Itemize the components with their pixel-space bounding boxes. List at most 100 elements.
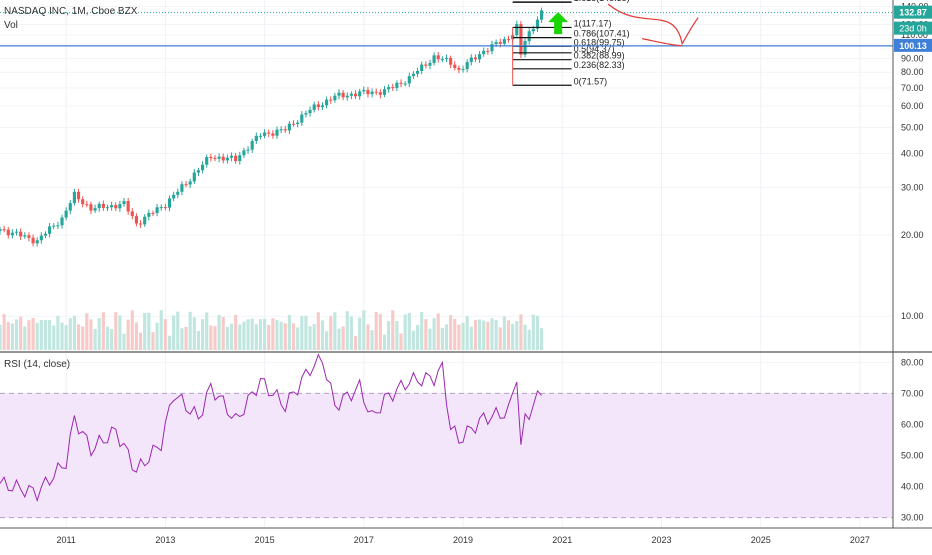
candle-body: [494, 42, 498, 45]
candle-body: [341, 92, 345, 98]
rsi-tick-label: 40.00: [901, 482, 924, 492]
fib-level-label: 0.786(107.41): [574, 29, 630, 39]
time-tick-label: 2017: [354, 535, 374, 545]
volume-bar: [478, 319, 482, 350]
candle-body: [453, 64, 457, 68]
volume-bar: [382, 334, 387, 350]
volume-bar: [428, 328, 432, 350]
candle-body: [271, 133, 275, 136]
candle-body: [60, 217, 64, 226]
volume-bar: [378, 313, 382, 350]
candle-body: [329, 99, 333, 101]
candle-layer[interactable]: [0, 7, 544, 247]
price-tick-label: 110.00: [901, 30, 928, 40]
candle-body: [130, 211, 134, 217]
candle-body: [19, 231, 23, 237]
volume-bar: [337, 328, 341, 350]
volume-bar: [296, 327, 300, 350]
volume-bar: [180, 328, 184, 350]
horizontal-line-layer[interactable]: [0, 12, 893, 47]
time-tick-label: 2023: [651, 535, 671, 545]
candle-body: [378, 92, 382, 95]
candle-body: [478, 54, 482, 60]
volume-bar: [147, 312, 151, 350]
volume-bar: [110, 328, 114, 350]
candle-body: [300, 114, 304, 123]
candle-body: [242, 150, 246, 156]
candle-body: [490, 44, 494, 52]
annotation-layer[interactable]: [548, 3, 699, 47]
rsi-tick-label: 30.00: [901, 513, 924, 523]
candle-body: [345, 95, 349, 98]
candle-body: [387, 87, 391, 90]
price-tick-label: 40.00: [901, 149, 924, 159]
candle-body: [316, 104, 320, 108]
volume-bar: [465, 316, 469, 350]
candle-body: [167, 198, 172, 208]
fib-level-label: 1.618(145.35): [574, 0, 630, 3]
candle-body: [283, 129, 287, 131]
volume-bar: [250, 318, 254, 350]
candle-body: [457, 67, 461, 70]
candle-body: [126, 201, 130, 212]
candle-body: [138, 223, 143, 225]
volume-bar: [469, 326, 473, 350]
projection-arrow-icon: [642, 38, 683, 47]
volume-bar: [234, 314, 238, 350]
candle-body: [296, 122, 300, 124]
volume-bar: [267, 325, 271, 350]
fibonacci-layer[interactable]: 1.618(145.35) 1(117.17)0.786(107.41)0.618…: [512, 0, 630, 86]
volume-bar: [76, 324, 81, 350]
volume-bar: [333, 312, 337, 350]
candle-body: [0, 229, 2, 231]
candle-body: [35, 240, 39, 244]
volume-bar: [196, 330, 201, 350]
candle-body: [163, 207, 167, 209]
candle-body: [362, 89, 366, 92]
candle-body: [420, 64, 424, 71]
volume-bar: [238, 324, 242, 350]
up-arrow-icon: [548, 12, 569, 35]
projection-curve: [607, 3, 699, 46]
candle-body: [155, 207, 159, 214]
volume-bar: [52, 325, 56, 350]
price-tick-label: 60.00: [901, 101, 924, 111]
volume-bar: [316, 312, 320, 350]
candle-body: [56, 225, 60, 227]
volume-bar: [287, 315, 291, 350]
candle-body: [482, 50, 486, 55]
candle-body: [395, 82, 399, 88]
volume-bar: [97, 318, 101, 350]
volume-bar: [515, 320, 519, 350]
candle-body: [469, 57, 473, 63]
volume-bar: [68, 318, 72, 350]
candle-body: [382, 89, 387, 95]
volume-bar: [254, 324, 258, 350]
price-tick-label: 20.00: [901, 230, 924, 240]
candle-body: [205, 157, 209, 165]
candle-body: [213, 157, 217, 159]
volume-bar: [395, 321, 399, 350]
volume-bar: [461, 322, 465, 350]
volume-bar: [349, 316, 353, 350]
candle-body: [337, 92, 341, 96]
candle-body: [291, 123, 296, 125]
volume-bar: [411, 330, 415, 350]
volume-bar: [308, 326, 312, 350]
price-tick-label: 80.00: [901, 67, 924, 77]
last-price-badge-text: 132.87: [899, 8, 927, 18]
candle-body: [68, 203, 72, 211]
volume-bar: [6, 322, 10, 350]
horizontal-line-badge: [894, 38, 932, 52]
volume-bar: [511, 323, 515, 350]
candle-body: [217, 156, 221, 159]
volume-bar: [10, 323, 14, 350]
volume-bar: [391, 310, 395, 350]
fib-level-label: 1(117.17): [574, 18, 612, 28]
price-tick-label: 70.00: [901, 83, 924, 93]
candle-body: [527, 31, 531, 42]
volume-bar: [527, 329, 531, 350]
candle-body: [180, 184, 184, 192]
